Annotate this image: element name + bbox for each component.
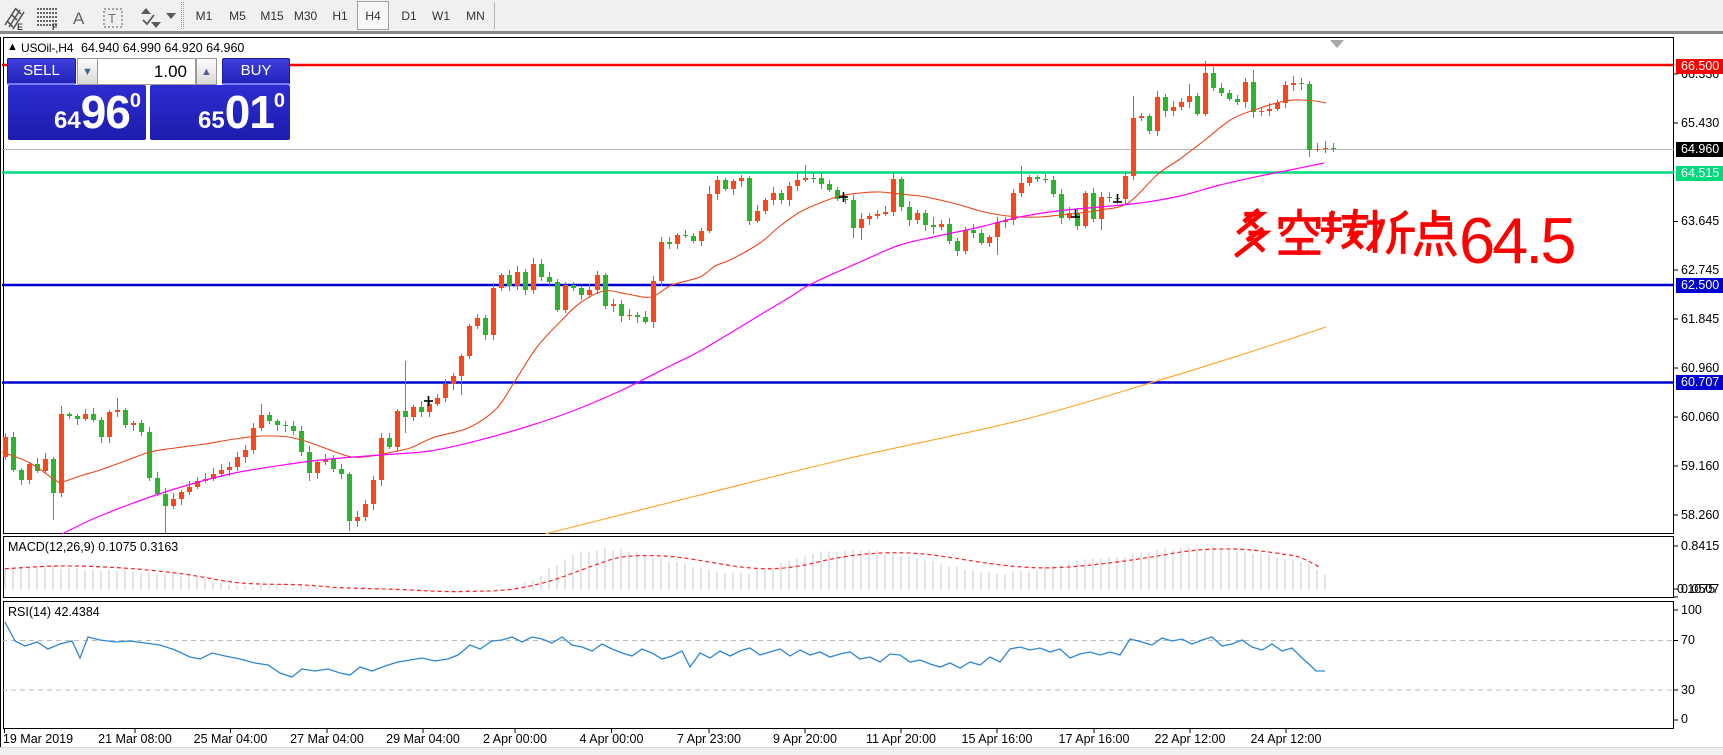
svg-text:T: T <box>108 11 116 26</box>
svg-text:F: F <box>52 22 58 32</box>
svg-text:E: E <box>17 22 23 32</box>
svg-text:A: A <box>73 9 85 28</box>
